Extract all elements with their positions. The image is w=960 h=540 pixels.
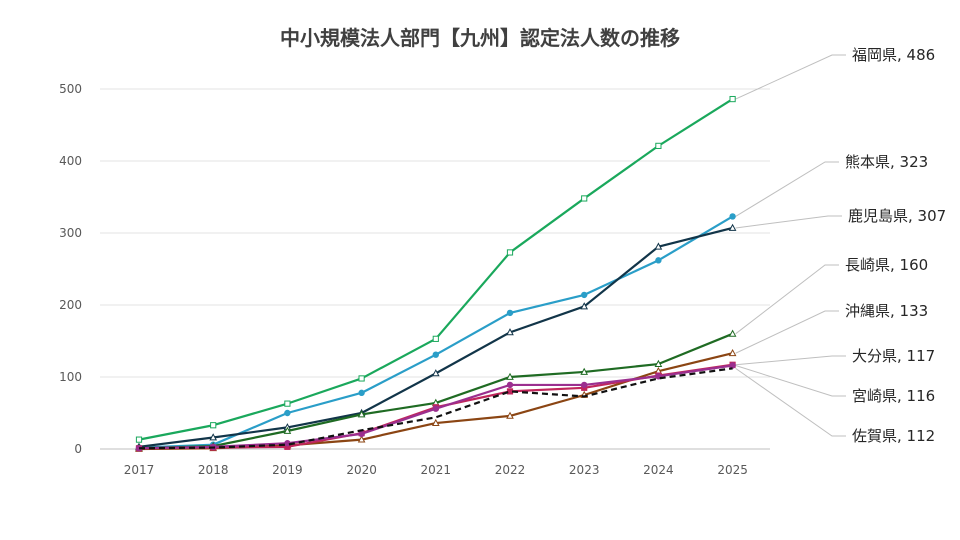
y-tick-label: 500 — [59, 82, 82, 96]
x-tick-label: 2018 — [198, 463, 229, 477]
data-point — [210, 422, 217, 429]
data-point — [728, 348, 737, 357]
label-leader-lines — [735, 54, 846, 437]
data-point — [655, 257, 662, 264]
series-label: 大分県, 117 — [852, 347, 935, 365]
data-point — [580, 302, 589, 310]
series-label: 佐賀県, 112 — [852, 427, 935, 445]
data-point — [432, 335, 439, 342]
data-point — [581, 381, 588, 389]
gridlines — [100, 88, 770, 450]
data-point — [506, 381, 514, 389]
data-point — [357, 435, 366, 443]
series-佐賀県 — [138, 367, 733, 450]
data-point — [358, 430, 365, 438]
series-label: 長崎県, 160 — [845, 256, 928, 274]
data-point — [284, 400, 291, 407]
data-point — [729, 362, 736, 369]
leader-line — [735, 54, 846, 100]
y-tick-label: 400 — [59, 154, 82, 168]
leader-line — [735, 215, 842, 229]
series-lines — [135, 95, 737, 452]
data-point — [506, 411, 514, 419]
x-tick-label: 2024 — [643, 463, 674, 477]
data-point — [357, 410, 366, 418]
series-label: 鹿児島県, 307 — [848, 207, 946, 225]
data-point — [580, 367, 589, 375]
leader-line — [735, 264, 839, 335]
data-point — [581, 291, 588, 299]
series-line — [138, 367, 733, 450]
data-point — [283, 426, 292, 434]
data-point — [358, 375, 365, 382]
data-point — [358, 389, 365, 397]
data-point — [506, 328, 514, 336]
data-point — [654, 242, 663, 250]
data-point — [209, 433, 218, 441]
data-point — [655, 142, 662, 149]
series-福岡県 — [135, 95, 736, 443]
series-label: 熊本県, 323 — [845, 153, 928, 171]
y-tick-label: 100 — [59, 370, 82, 384]
series-熊本県 — [135, 213, 736, 451]
series-長崎県 — [135, 329, 737, 452]
leader-line — [735, 355, 846, 366]
data-point — [432, 405, 439, 412]
x-tick-label: 2019 — [272, 463, 303, 477]
data-point — [506, 372, 514, 380]
series-labels: 福岡県, 486 熊本県, 323 鹿児島県, 307 長崎県, 160 沖縄県, 13… — [845, 46, 946, 445]
series-line — [138, 98, 734, 441]
x-tick-label: 2020 — [346, 463, 377, 477]
series-label: 宮崎県, 116 — [852, 387, 935, 405]
y-tick-label: 200 — [59, 298, 82, 312]
x-tick-label: 2025 — [717, 463, 748, 477]
y-tick-label: 0 — [74, 442, 82, 456]
data-point — [506, 249, 514, 256]
leader-line — [735, 161, 839, 217]
data-point — [431, 418, 440, 426]
data-point — [432, 351, 439, 358]
data-point — [506, 309, 514, 317]
y-tick-label: 300 — [59, 226, 82, 240]
data-point — [581, 195, 588, 202]
data-point — [506, 388, 514, 395]
data-point — [728, 223, 737, 231]
x-tick-label: 2017 — [124, 463, 155, 477]
data-point — [729, 213, 736, 220]
chart-title: 中小規模法人部門【九州】認定法人数の推移 — [280, 26, 680, 50]
x-tick-label: 2023 — [569, 463, 600, 477]
series-label: 福岡県, 486 — [852, 46, 935, 64]
data-point — [654, 359, 663, 367]
leader-line — [735, 365, 846, 397]
series-label: 沖縄県, 133 — [845, 302, 928, 320]
data-point — [135, 436, 143, 443]
data-point — [729, 95, 736, 103]
axes: 0 100 200 300 400 500 2017 2018 2019 2020 2021 2022… — [59, 82, 748, 477]
x-tick-label: 2022 — [495, 463, 526, 477]
series-line — [138, 332, 734, 450]
data-point — [431, 369, 440, 377]
data-point — [284, 409, 291, 417]
series-宮崎県 — [135, 362, 736, 452]
series-line — [138, 215, 734, 449]
data-point — [728, 329, 737, 337]
leader-line — [735, 367, 846, 437]
leader-line — [735, 310, 839, 354]
x-tick-label: 2021 — [421, 463, 452, 477]
